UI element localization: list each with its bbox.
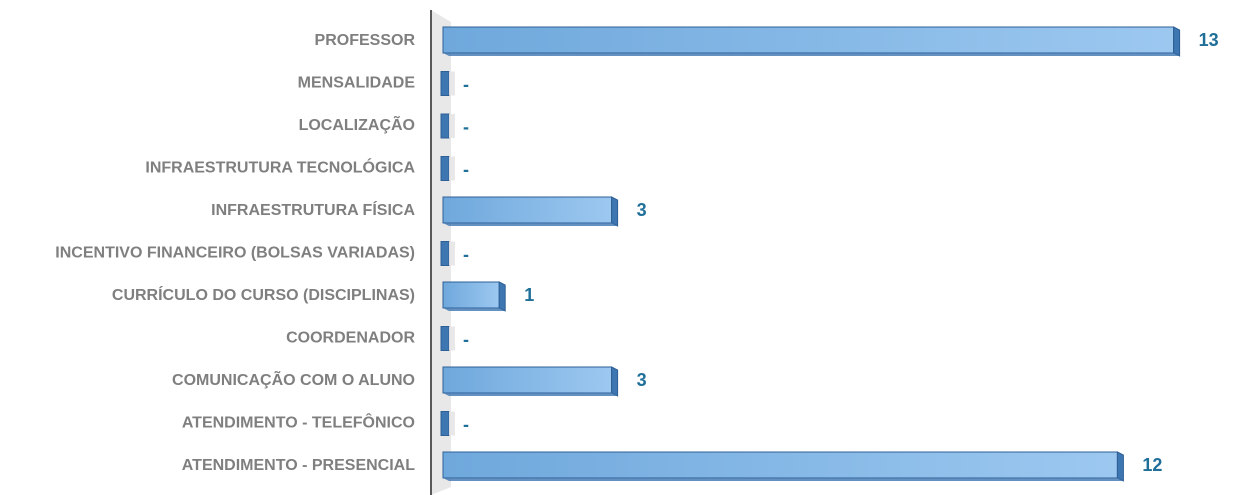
data-label: - (463, 117, 469, 137)
category-label: INFRAESTRUTURA FÍSICA (211, 200, 415, 219)
data-label: - (463, 245, 469, 265)
data-label: 13 (1199, 30, 1219, 50)
bar (440, 71, 455, 96)
data-label: - (463, 75, 469, 95)
category-label: ATENDIMENTO - PRESENCIAL (182, 457, 415, 474)
category-label: CURRÍCULO DO CURSO (DISCIPLINAS) (112, 285, 415, 304)
bar (440, 241, 455, 266)
bar (442, 26, 1181, 57)
data-label: 3 (637, 200, 647, 220)
bar (440, 113, 455, 139)
bar (442, 281, 506, 312)
category-label: INFRAESTRUTURA TECNOLÓGICA (145, 158, 415, 177)
category-label: PROFESSOR (315, 32, 416, 49)
category-label: COORDENADOR (286, 330, 415, 347)
category-label: MENSALIDADE (298, 75, 416, 92)
bar (442, 366, 619, 397)
category-label: COMUNICAÇÃO COM O ALUNO (172, 369, 415, 389)
data-label: 12 (1142, 455, 1162, 475)
bar (440, 411, 455, 436)
bar (440, 326, 455, 351)
bar (442, 196, 619, 227)
category-label: INCENTIVO FINANCEIRO (BOLSAS VARIADAS) (55, 245, 415, 262)
data-label: - (463, 160, 469, 180)
data-label: 1 (524, 285, 534, 305)
bar (440, 156, 455, 181)
data-label: 3 (637, 370, 647, 390)
data-label: - (463, 330, 469, 350)
bar (442, 451, 1124, 482)
data-label: - (463, 415, 469, 435)
category-label: LOCALIZAÇÃO (299, 114, 415, 134)
category-label: ATENDIMENTO - TELEFÔNICO (182, 413, 415, 432)
